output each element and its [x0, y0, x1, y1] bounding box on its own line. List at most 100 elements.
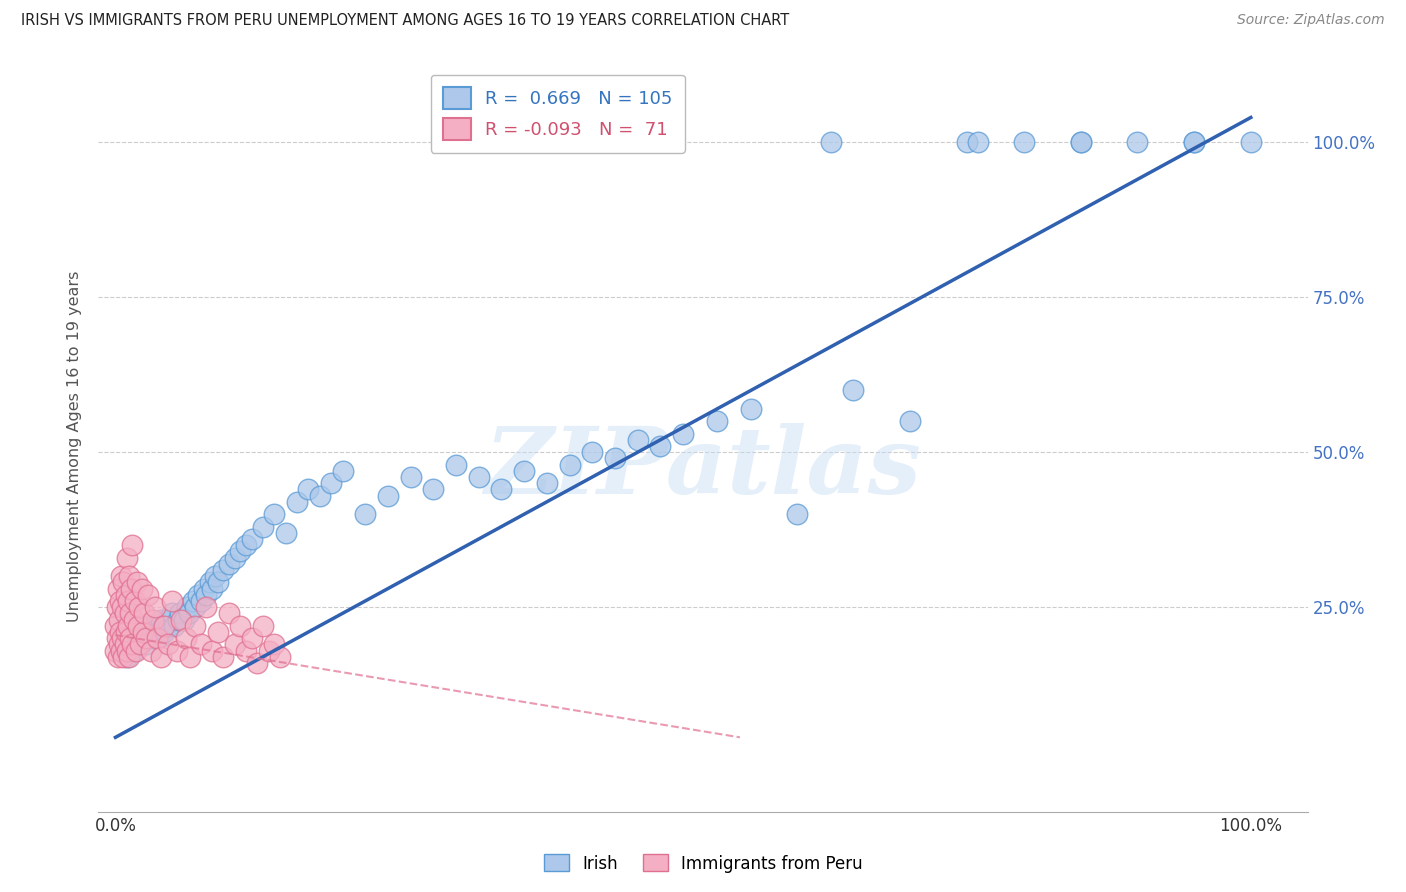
Point [114, 624, 136, 639]
Point [146, 619, 169, 633]
Point [190, 637, 212, 651]
Point [422, 483, 444, 497]
Legend: R =  0.669   N = 105, R = -0.093   N =  71: R = 0.669 N = 105, R = -0.093 N = 71 [430, 75, 685, 153]
Point [740, 401, 762, 416]
Point [136, 631, 159, 645]
Point [121, 631, 143, 645]
Point [111, 631, 134, 645]
Point [354, 507, 377, 521]
Point [125, 643, 148, 657]
Point [399, 470, 422, 484]
Point [122, 643, 145, 657]
Point [201, 582, 224, 596]
Point [160, 594, 183, 608]
Point [650, 439, 672, 453]
Point [257, 643, 280, 657]
Point [112, 649, 135, 664]
Point [120, 631, 142, 645]
Point [252, 619, 274, 633]
Point [218, 607, 240, 621]
Point [104, 643, 127, 657]
Point [201, 643, 224, 657]
Point [107, 582, 129, 596]
Point [149, 649, 172, 664]
Point [143, 619, 166, 633]
Point [105, 631, 128, 645]
Point [207, 575, 229, 590]
Point [173, 613, 195, 627]
Point [114, 607, 136, 621]
Point [115, 643, 138, 657]
Point [135, 637, 157, 651]
Point [195, 588, 218, 602]
Point [138, 588, 160, 602]
Point [152, 619, 174, 633]
Point [117, 594, 139, 608]
Point [153, 624, 176, 639]
Point [269, 649, 291, 664]
Point [146, 631, 169, 645]
Point [468, 470, 491, 484]
Point [187, 588, 209, 602]
Point [190, 594, 212, 608]
Point [956, 135, 979, 149]
Point [166, 643, 188, 657]
Point [967, 135, 990, 149]
Point [143, 600, 166, 615]
Point [252, 519, 274, 533]
Point [125, 631, 148, 645]
Point [139, 643, 162, 657]
Point [285, 495, 308, 509]
Point [114, 637, 136, 651]
Point [1182, 135, 1205, 149]
Point [198, 575, 221, 590]
Point [153, 619, 176, 633]
Point [160, 607, 183, 621]
Point [121, 637, 143, 651]
Point [672, 426, 695, 441]
Point [536, 476, 558, 491]
Legend: Irish, Immigrants from Peru: Irish, Immigrants from Peru [537, 847, 869, 880]
Point [138, 624, 160, 639]
Point [110, 643, 132, 657]
Point [195, 600, 218, 615]
Point [117, 619, 139, 633]
Point [131, 619, 153, 633]
Point [104, 619, 127, 633]
Point [114, 637, 136, 651]
Point [105, 600, 128, 615]
Point [240, 532, 263, 546]
Point [143, 631, 166, 645]
Point [131, 582, 153, 596]
Point [297, 483, 319, 497]
Point [263, 507, 285, 521]
Point [149, 613, 172, 627]
Point [1069, 135, 1091, 149]
Point [114, 619, 136, 633]
Point [124, 594, 146, 608]
Point [212, 649, 235, 664]
Point [842, 383, 865, 397]
Point [212, 563, 235, 577]
Point [149, 624, 172, 639]
Point [121, 619, 143, 633]
Point [274, 525, 297, 540]
Point [170, 613, 193, 627]
Point [138, 619, 160, 633]
Point [224, 637, 246, 651]
Point [218, 557, 240, 571]
Point [120, 582, 142, 596]
Point [108, 613, 131, 627]
Point [308, 489, 330, 503]
Point [184, 600, 207, 615]
Point [1182, 135, 1205, 149]
Point [193, 582, 215, 596]
Point [207, 624, 229, 639]
Point [145, 624, 167, 639]
Point [115, 550, 138, 565]
Point [706, 414, 728, 428]
Point [120, 607, 142, 621]
Point [132, 631, 155, 645]
Point [112, 575, 135, 590]
Point [224, 550, 246, 565]
